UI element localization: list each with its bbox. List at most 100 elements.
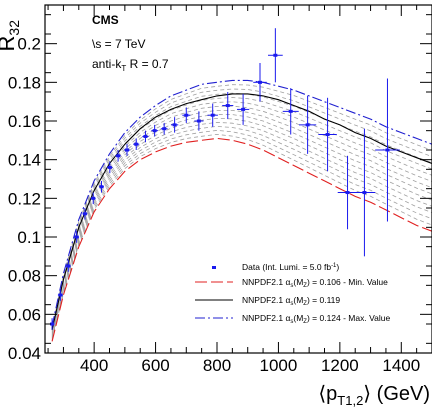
data-marker [196, 119, 201, 123]
data-marker [82, 212, 87, 216]
data-point [318, 97, 337, 172]
y-tick-label: 0.08 [8, 267, 41, 286]
data-marker [172, 123, 177, 127]
data-point [115, 150, 121, 162]
data-marker [50, 322, 55, 326]
data-marker [225, 104, 230, 108]
data-point [194, 111, 204, 131]
x-tick-label: 1000 [260, 356, 298, 375]
y-tick-label: 0.12 [8, 189, 41, 208]
legend-label-data: Data (Int. Lumi. = 5.0 fb-1) [242, 262, 339, 272]
data-marker [241, 107, 246, 111]
annotation-algorithm-sub: T [121, 64, 126, 73]
data-marker [305, 123, 310, 127]
annotation-algorithm-tail: R = 0.7 [126, 57, 169, 71]
x-tick-label: 1400 [382, 356, 420, 375]
legend-marker-data [212, 266, 216, 269]
y-tick-label: 0.1 [17, 228, 41, 247]
y-tick-label: 0.04 [8, 344, 41, 363]
y-tick-label: 0.06 [8, 305, 41, 324]
data-marker [345, 191, 350, 195]
data-marker [99, 185, 104, 189]
legend: Data (Int. Lumi. = 5.0 fb-1) NNPDF2.1 αs… [195, 262, 390, 325]
data-point [170, 117, 179, 133]
data-point [65, 260, 71, 272]
annotation-energy: \s = 7 TeV [92, 37, 145, 51]
data-point [353, 128, 376, 257]
legend-label-central: NNPDF2.1 αs(MZ) = 0.119 [242, 295, 340, 307]
data-marker [184, 113, 189, 117]
data-point [299, 95, 317, 154]
x-axis-title: ⟨pT1,2⟩ (GeV) [318, 383, 430, 408]
legend-entry-data: Data (Int. Lumi. = 5.0 fb-1) [212, 262, 339, 272]
y-tick-label: 0.18 [8, 73, 41, 92]
data-point [123, 144, 131, 156]
data-marker [162, 127, 167, 131]
curve-min [51, 137, 432, 342]
legend-entry-central: NNPDF2.1 αs(MZ) = 0.119 [195, 295, 340, 307]
data-point [74, 231, 80, 243]
band-curve [51, 117, 432, 336]
data-point [182, 107, 191, 123]
data-point [142, 130, 149, 143]
x-tick-label: 800 [203, 356, 231, 375]
band-curve [51, 110, 432, 334]
band-curve [51, 88, 432, 329]
data-marker [116, 154, 121, 158]
y-tick-label: 0.16 [8, 112, 41, 131]
y-axis-title: R32 [0, 20, 22, 52]
data-point [375, 78, 400, 222]
data-point [57, 289, 63, 301]
data-marker [288, 109, 293, 113]
x-tick-label: 600 [141, 356, 169, 375]
data-marker [258, 80, 262, 84]
band-curve [51, 125, 432, 339]
legend-label-max: NNPDF2.1 αs(MZ) = 0.124 - Max. Value [242, 313, 390, 325]
data-point [90, 192, 96, 205]
band-curve [51, 121, 432, 338]
data-point [133, 138, 140, 150]
curve-max [51, 79, 432, 327]
y-tick-label: 0.14 [8, 151, 41, 170]
data-point [207, 103, 218, 127]
data-point [267, 28, 283, 83]
data-point [236, 93, 250, 125]
band-curve [51, 97, 432, 331]
data-points [49, 28, 400, 330]
data-marker [58, 293, 63, 297]
data-marker [210, 113, 215, 117]
band-curve [51, 129, 432, 340]
data-marker [385, 148, 390, 152]
legend-entry-max: NNPDF2.1 αs(MZ) = 0.124 - Max. Value [195, 313, 390, 325]
band-curve [51, 101, 432, 332]
data-point [253, 63, 267, 102]
data-marker [125, 148, 130, 152]
y-tick-label: 0.2 [17, 35, 41, 54]
band-curve [51, 133, 432, 341]
data-marker [107, 165, 112, 169]
x-tick-label: 1200 [321, 356, 359, 375]
annotation-experiment: CMS [92, 13, 119, 27]
data-marker [273, 53, 278, 57]
data-point [282, 88, 299, 135]
y-axis: 0.04 0.06 0.08 0.1 0.12 0.14 0.16 0.18 0.2 [8, 14, 432, 363]
data-marker [66, 264, 71, 268]
data-marker [143, 134, 148, 138]
legend-entry-min: NNPDF2.1 αs(MZ) = 0.106 - Min. Value [195, 277, 388, 289]
legend-label-min: NNPDF2.1 αs(MZ) = 0.106 - Min. Value [242, 277, 388, 289]
x-tick-label: 400 [80, 356, 108, 375]
data-point [151, 124, 159, 137]
curve-central [51, 93, 432, 330]
data-marker [325, 133, 330, 137]
band-curve [51, 105, 432, 333]
data-marker [74, 235, 79, 239]
plot-frame [44, 4, 432, 354]
band-curve [51, 113, 432, 335]
data-marker [362, 191, 367, 195]
data-point [99, 180, 104, 193]
x-axis: 400 600 800 1000 1200 1400 [47, 5, 420, 375]
data-marker [134, 142, 139, 146]
annotation-algorithm: anti-kT R = 0.7 [92, 57, 169, 73]
